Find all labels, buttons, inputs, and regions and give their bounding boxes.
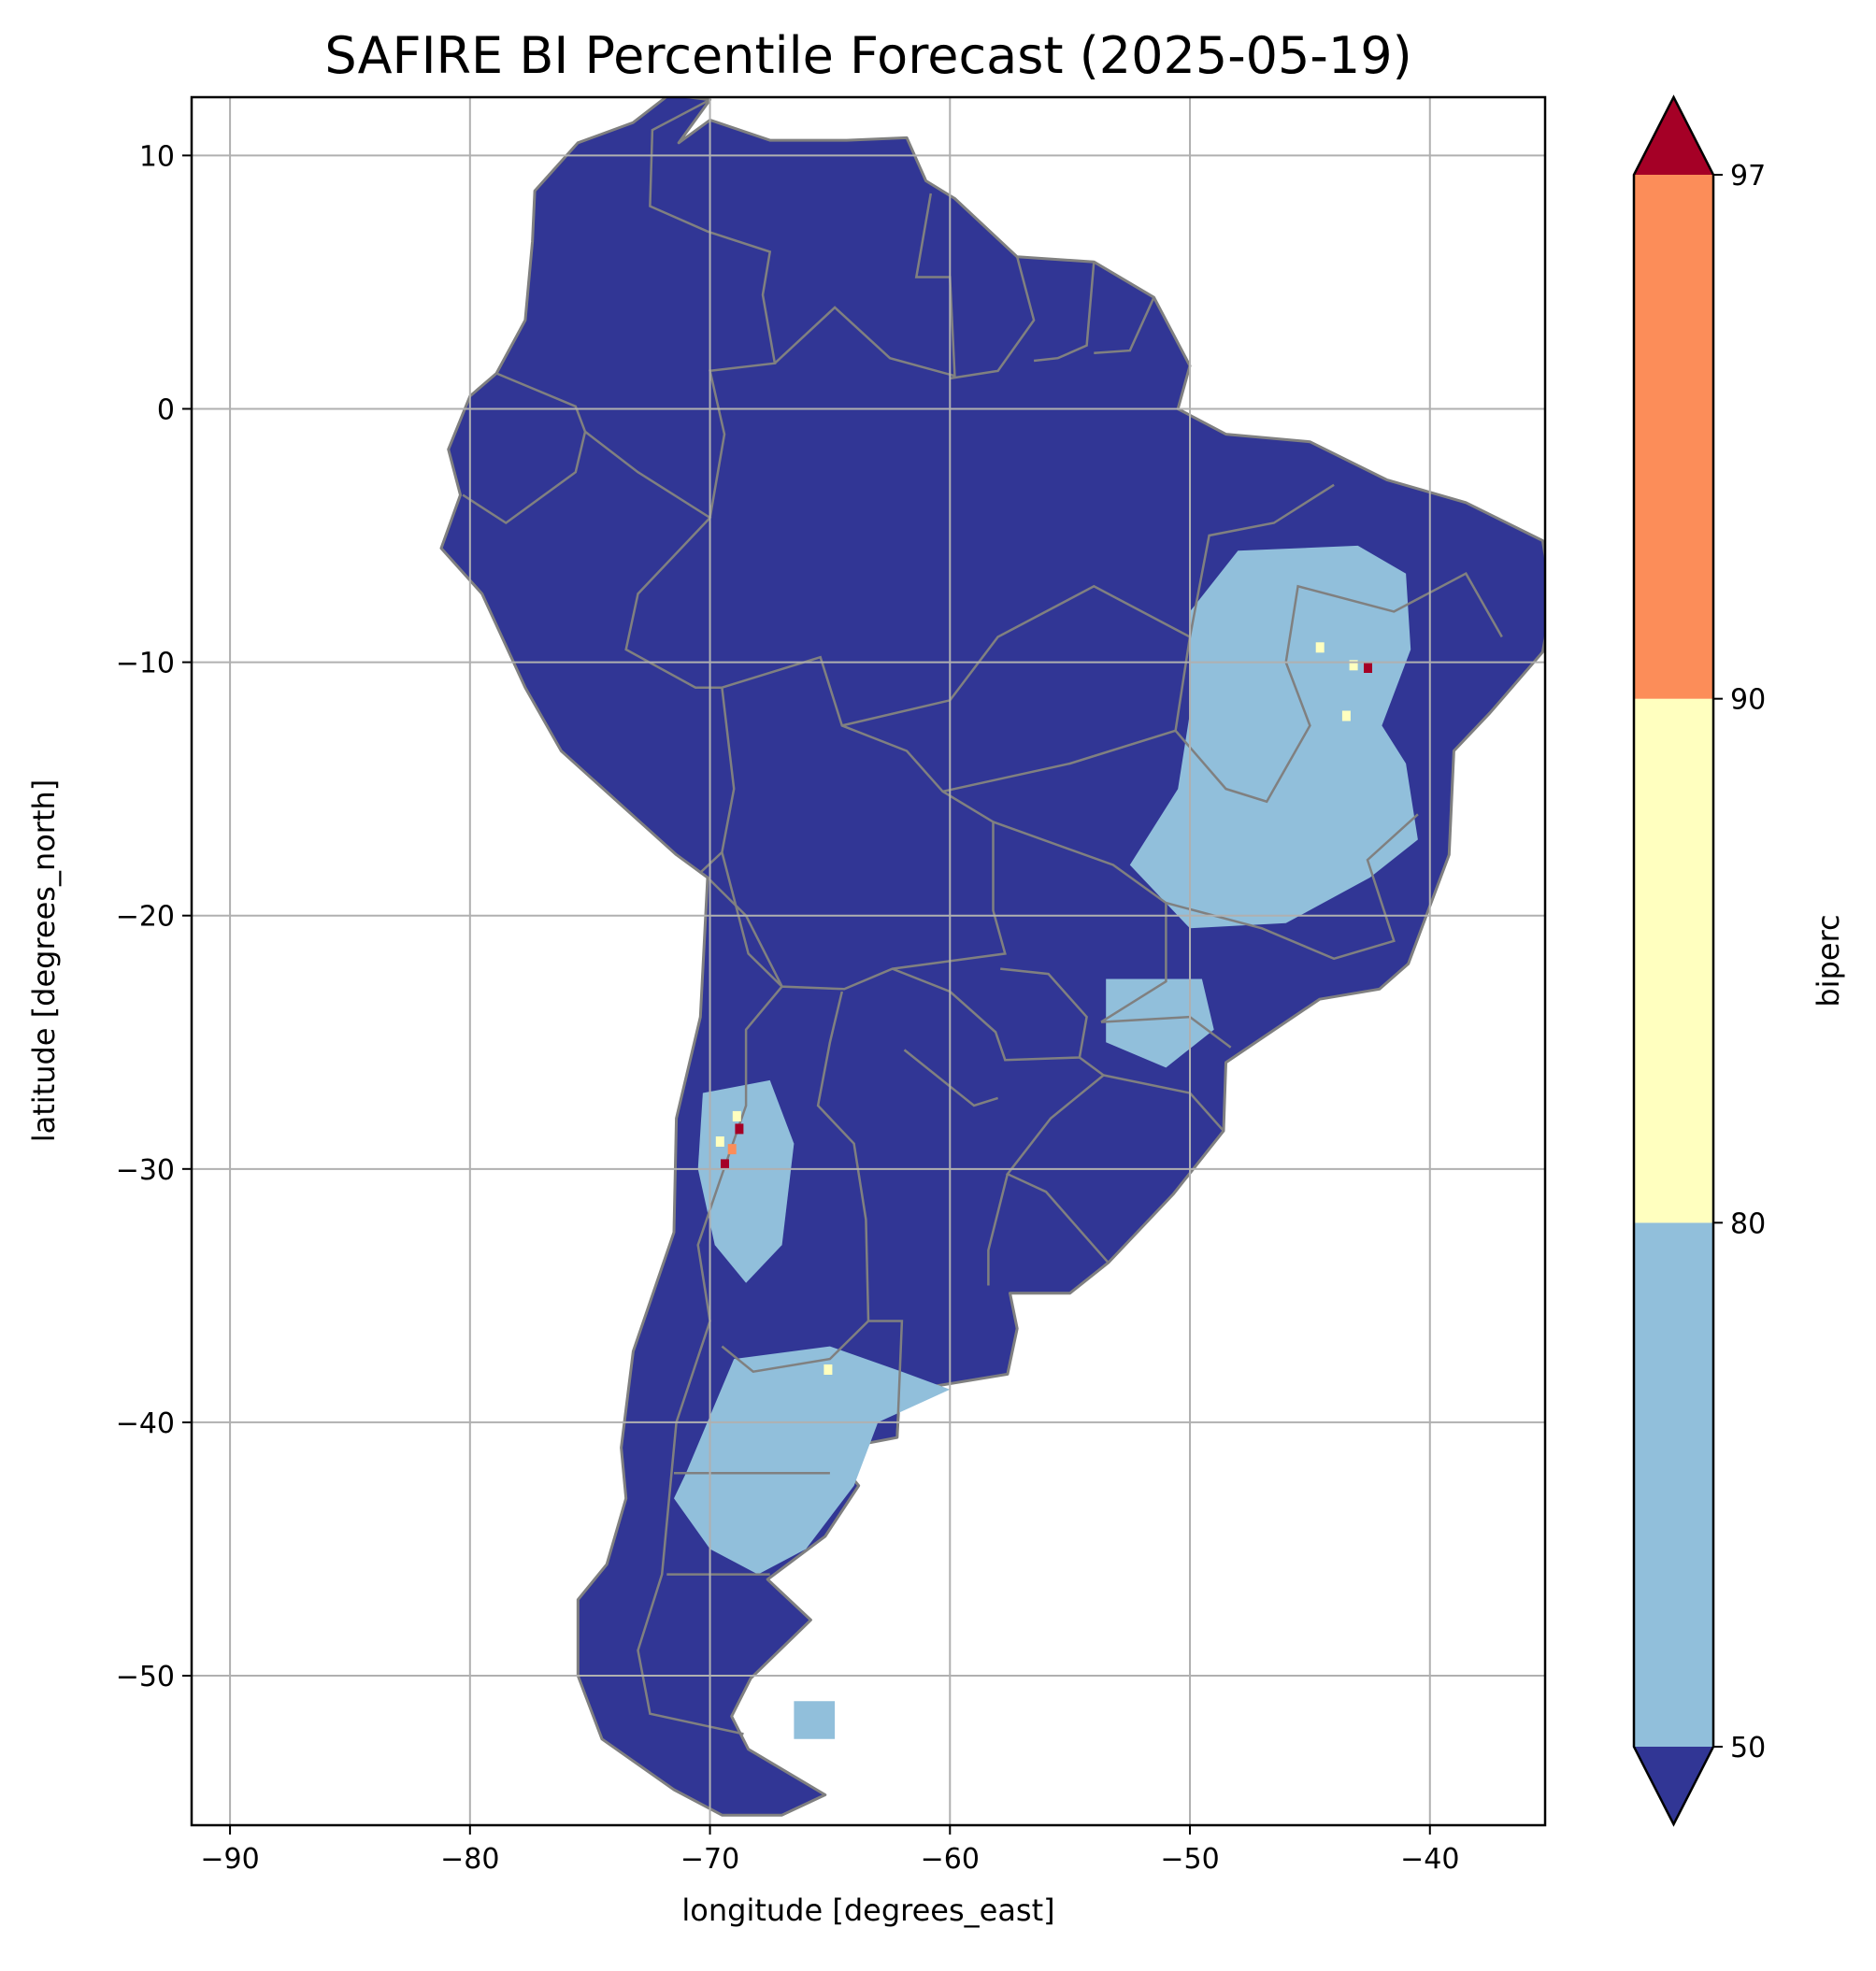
country-boundaries [462, 98, 1503, 1735]
boundary-line-10 [892, 967, 1088, 1062]
colorbar-bin-1 [1634, 1222, 1713, 1747]
boundary-line-1 [649, 98, 777, 519]
colorbar-tick-label-2: 90 [1730, 684, 1766, 717]
boundary-line-11 [1005, 1056, 1110, 1264]
andes-hotspot-2 [721, 1159, 729, 1170]
boundary-line-4 [1033, 262, 1096, 363]
boundary-line-3 [950, 256, 1036, 380]
percentile-regions [674, 545, 1418, 1739]
region-northern-patagonia-elevated [674, 1346, 951, 1575]
boundary-line-7 [584, 430, 736, 874]
boundary-line-6 [462, 372, 587, 525]
y-axis-label: latitude [degrees_north] [26, 779, 62, 1143]
colorbar-extend-max [1634, 97, 1713, 175]
y-tick-label-0: 10 [139, 140, 175, 173]
colorbar-tick-label-3: 97 [1730, 160, 1766, 193]
chart-title: SAFIRE BI Percentile Forecast (2025-05-1… [324, 26, 1411, 85]
x-tick-label-0: −90 [200, 1843, 259, 1876]
region-northeast-brazil-elevated [1129, 545, 1418, 929]
map-axes-frame [190, 95, 1547, 1827]
x-axis-label: longitude [degrees_east] [681, 1892, 1054, 1928]
andes-hotspot-4 [715, 1136, 724, 1147]
gridlines [192, 97, 1545, 1825]
colorbar-bin-3 [1634, 175, 1713, 699]
region-andes-precordillera-elevated [697, 1079, 795, 1283]
x-tick-label-3: −60 [921, 1843, 980, 1876]
andes-hotspot-3 [727, 1144, 737, 1155]
boundary-line-9 [637, 877, 784, 1735]
y-tick-label-4: −30 [116, 1154, 175, 1187]
colorbar-tick-label-0: 50 [1730, 1732, 1766, 1764]
patagonia-hotspot-1 [823, 1364, 833, 1375]
boundary-line-22 [903, 1049, 998, 1107]
colorbar-tick-label-1: 80 [1730, 1207, 1766, 1240]
bahia-hotspot-3 [1341, 710, 1351, 721]
boundary-line-5 [1094, 296, 1155, 355]
y-tick-label-5: −40 [116, 1407, 175, 1440]
x-tick-label-5: −40 [1400, 1843, 1459, 1876]
andes-hotspot-5 [732, 1110, 741, 1121]
boundary-line-17 [1166, 813, 1419, 961]
x-tick-label-1: −80 [440, 1843, 499, 1876]
boundary-line-21 [816, 991, 870, 1321]
hotspot-cells [715, 642, 1372, 1375]
andes-hotspot-1 [735, 1123, 744, 1135]
y-tick-label-3: −20 [116, 901, 175, 934]
x-tick-label-4: −50 [1160, 1843, 1219, 1876]
y-tick-label-6: −50 [116, 1661, 175, 1693]
colorbar-label: biperc [1811, 914, 1846, 1007]
boundary-line-20 [721, 1320, 904, 1438]
colorbar-extend-min [1634, 1747, 1713, 1824]
bahia-hotspot-2 [1349, 660, 1358, 671]
colorbar-bin-2 [1634, 698, 1713, 1223]
boundary-line-14 [841, 584, 1191, 727]
y-axis-ticks: 10 0 −10 −20 −30 −40 −50 [116, 140, 192, 1693]
bahia-hotspot-1 [1364, 663, 1372, 673]
x-tick-label-2: −70 [680, 1843, 739, 1876]
y-tick-label-1: 0 [157, 393, 175, 426]
colorbar: 50 80 90 97 [1632, 94, 1766, 1827]
x-axis-ticks: −90 −80 −70 −60 −50 −40 [200, 1825, 1459, 1876]
region-southern-patagonia-patch [794, 1701, 836, 1739]
boundary-line-12 [987, 1173, 1010, 1286]
bahia-hotspot-4 [1315, 642, 1325, 653]
map-layer [192, 97, 1545, 1825]
boundary-line-2 [774, 193, 956, 378]
y-tick-label-2: −10 [116, 648, 175, 680]
